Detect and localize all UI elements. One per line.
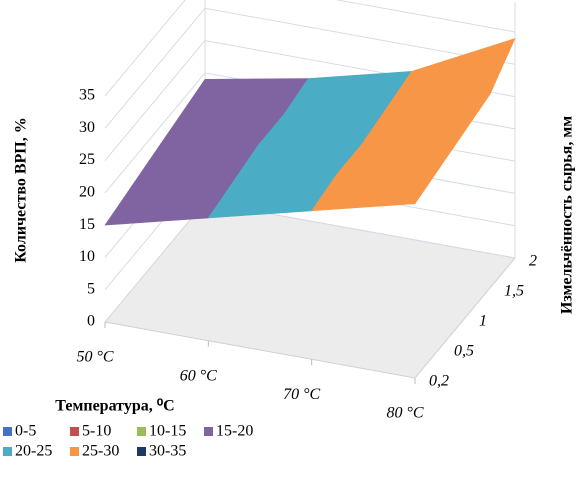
- depth-tick-label: 0,5: [454, 343, 474, 360]
- z-tick-label: 35: [79, 87, 95, 104]
- z-tick-label: 30: [79, 119, 95, 136]
- legend-label: 0-5: [15, 423, 36, 440]
- legend-swatch: [137, 427, 146, 436]
- legend-swatch: [70, 427, 79, 436]
- grid-line: [104, 0, 516, 97]
- legend-swatch: [70, 447, 79, 456]
- x-tick-label: 60 °C: [180, 367, 217, 384]
- z-tick-label: 15: [79, 216, 95, 233]
- x-tick-label: 80 °C: [386, 405, 423, 422]
- z-tick-label: 10: [79, 248, 95, 265]
- x-axis-label: Температура, ⁰С: [55, 398, 174, 415]
- depth-axis-label: Измельчённость сырья, мм: [559, 116, 576, 314]
- legend-label: 25-30: [82, 443, 119, 460]
- depth-tick-label: 1,5: [504, 283, 524, 300]
- z-axis-label: Количество ВРП, %: [13, 117, 30, 263]
- x-tick-label: 50 °C: [76, 349, 113, 366]
- depth-tick-label: 2: [529, 253, 537, 270]
- depth-tick-label: 0,2: [429, 373, 449, 390]
- legend-label: 20-25: [15, 443, 52, 460]
- legend-swatch: [3, 427, 12, 436]
- z-tick-label: 5: [87, 280, 95, 297]
- z-tick-label: 20: [79, 184, 95, 201]
- depth-tick-label: 1: [479, 313, 487, 330]
- surface-patch: [311, 166, 441, 212]
- x-tick-label: 70 °C: [283, 386, 320, 403]
- legend-label: 10-15: [149, 423, 186, 440]
- legend-swatch: [204, 427, 213, 436]
- z-tick-label: 0: [87, 313, 95, 330]
- legend-label: 15-20: [216, 423, 253, 440]
- legend-swatch: [137, 447, 146, 456]
- legend-swatch: [3, 447, 12, 456]
- legend-label: 5-10: [82, 423, 111, 440]
- z-tick-label: 25: [79, 151, 95, 168]
- legend-label: 30-35: [149, 443, 186, 460]
